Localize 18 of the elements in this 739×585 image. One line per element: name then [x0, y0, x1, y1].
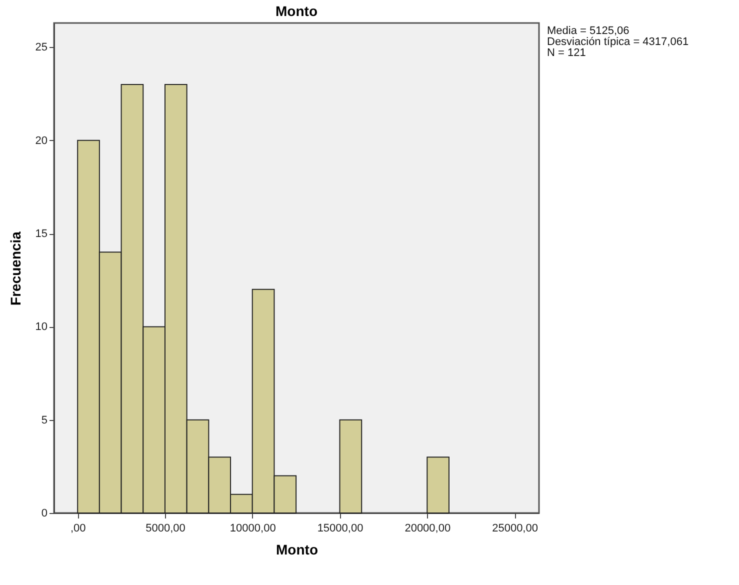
y-tick-label: 25 [35, 42, 48, 54]
y-tick-label: 15 [35, 228, 48, 240]
x-tick-label: 20000,00 [404, 522, 451, 534]
y-tick-label: 20 [35, 134, 48, 147]
text: Media = 5125,06 [547, 25, 630, 37]
x-tick-label: 5000,00 [146, 522, 186, 534]
y-tick-label: 10 [35, 321, 48, 334]
text: Desviación típica = 4317,061 [547, 36, 689, 48]
chart-title: Monto [276, 3, 318, 19]
y-tick-label: 0 [41, 508, 48, 520]
x-axis-title: Monto [276, 542, 318, 558]
y-tick-label: 5 [41, 414, 48, 426]
x-tick-label: 10000,00 [230, 522, 276, 534]
x-tick-label: 15000,00 [317, 522, 364, 534]
text: N = 121 [547, 47, 586, 59]
x-tick-label: ,00 [70, 522, 86, 534]
x-tick-label: 25000,00 [492, 522, 538, 534]
y-axis-title: Frecuencia [7, 231, 24, 306]
